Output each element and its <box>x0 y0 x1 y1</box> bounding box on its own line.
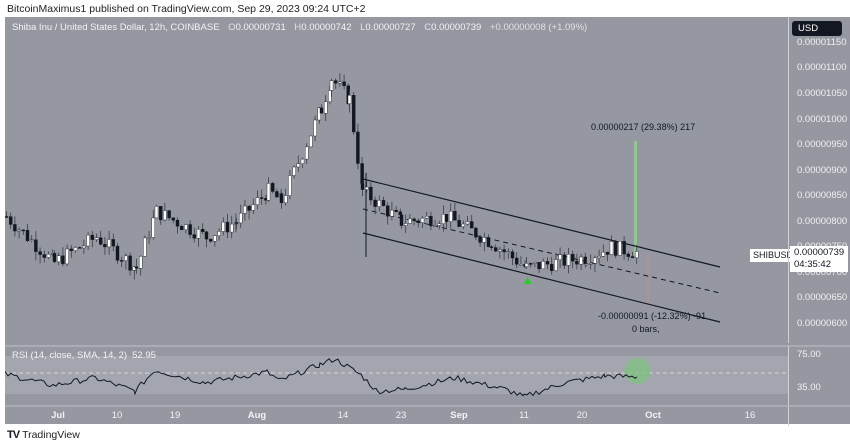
price-label: 0.00000950 <box>797 139 848 150</box>
time-label: Jul <box>51 410 65 421</box>
price-axis[interactable]: 0.00001150 0.00001100 0.00001050 0.00001… <box>788 17 850 343</box>
measure-down-label: -0.00000091 (-12.32%) -91 <box>598 311 707 321</box>
axis-corner <box>788 405 850 426</box>
rsi-value: 52.95 <box>132 350 156 361</box>
price-label: 0.00001050 <box>797 88 848 99</box>
current-price: 0.00000739 <box>794 247 845 258</box>
channel-lower-line <box>362 232 721 323</box>
bars-label: 0 bars, <box>632 324 660 334</box>
rsi-title: RSI (14, close, SMA, 14, 2) 52.95 <box>12 350 156 361</box>
close-value: 0.00000739 <box>431 22 482 33</box>
rsi-band <box>5 356 788 394</box>
rsi-axis-label: 75.00 <box>797 349 821 360</box>
rsi-line <box>5 357 638 397</box>
measure-up-bar <box>634 141 637 255</box>
time-label: Oct <box>645 410 661 421</box>
time-label: 10 <box>111 410 123 421</box>
tradingview-brand: TradingView <box>22 429 80 441</box>
rsi-axis[interactable]: 75.00 35.00 <box>788 345 850 405</box>
time-axis[interactable]: Jul 10 19 Aug 14 23 Sep 11 20 Oct 16 <box>5 405 788 426</box>
price-label: 0.00001000 <box>797 114 848 125</box>
tradingview-logo-icon: TV <box>7 429 20 441</box>
current-price-tag: 0.00000739 04:35:42 <box>790 246 848 272</box>
tradingview-footer[interactable]: TV TradingView <box>7 429 80 441</box>
change-value: +0.00000008 (+1.09%) <box>489 22 588 33</box>
rsi-axis-label: 35.00 <box>797 382 821 393</box>
rsi-chart-svg <box>5 356 788 397</box>
open-value: 0.00000731 <box>235 22 286 33</box>
chart-frame: Shiba Inu / United States Dollar, 12h, C… <box>5 17 850 426</box>
price-label: 0.00000900 <box>797 165 848 176</box>
price-label: 0.00000700 <box>797 267 848 278</box>
price-label: 0.00000850 <box>797 190 848 201</box>
time-label: 16 <box>744 410 756 421</box>
rsi-pane[interactable]: RSI (14, close, SMA, 14, 2) 52.95 <box>5 345 788 405</box>
channel-mid-line <box>362 208 721 294</box>
time-label: 19 <box>169 410 181 421</box>
bar-countdown: 04:35:42 <box>794 259 831 270</box>
low-value: 0.00000727 <box>365 22 416 33</box>
measure-up-label: 0.00000217 (29.38%) 217 <box>591 122 696 132</box>
time-label: 20 <box>576 410 588 421</box>
time-label: 23 <box>395 410 407 421</box>
high-value: 0.00000742 <box>301 22 352 33</box>
symbol-title: Shiba Inu / United States Dollar, 12h, C… <box>12 22 220 33</box>
price-pane[interactable]: Shiba Inu / United States Dollar, 12h, C… <box>5 17 797 343</box>
price-label: 0.00001100 <box>797 62 847 73</box>
publish-info: BitcoinMaximus1 published on TradingView… <box>7 3 366 15</box>
rsi-highlight-circle <box>624 358 650 384</box>
time-label: 14 <box>337 410 349 421</box>
ohlc-legend: Shiba Inu / United States Dollar, 12h, C… <box>12 22 588 33</box>
candles <box>5 73 639 280</box>
price-label: 0.00001150 <box>797 37 847 48</box>
symbol-tag: SHIBUSD <box>750 249 797 262</box>
time-label: 11 <box>519 410 529 421</box>
currency-button[interactable]: USD <box>792 21 842 36</box>
time-label: Aug <box>247 410 267 421</box>
price-label: 0.00000650 <box>797 292 848 303</box>
channel-upper-line <box>362 178 721 268</box>
price-chart-svg <box>5 73 721 323</box>
price-label: 0.00000600 <box>797 318 848 329</box>
time-label: Sep <box>450 410 468 421</box>
triangle-up-marker <box>524 277 531 284</box>
price-label: 0.00000800 <box>797 216 848 227</box>
